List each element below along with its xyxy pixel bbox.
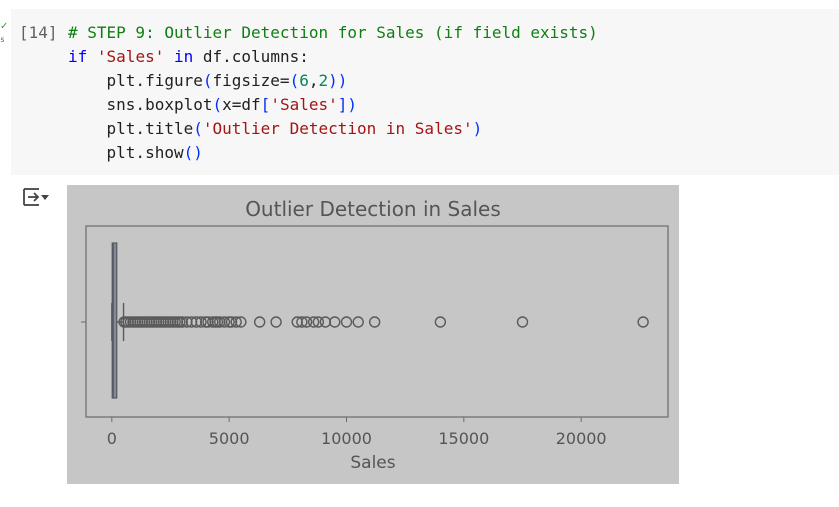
code-token: plt.show	[68, 143, 184, 162]
code-token: (	[289, 71, 300, 90]
code-token: sns.boxplot	[68, 95, 213, 114]
code-token	[164, 47, 174, 66]
outlier-point	[230, 316, 242, 328]
code-token: ))	[328, 71, 348, 90]
outlier-point	[340, 316, 353, 328]
code-token: (	[212, 95, 223, 114]
x-tick-label: 20000	[555, 429, 607, 448]
code-token: (	[193, 119, 203, 138]
code-line: # STEP 9: Outlier Detection for Sales (i…	[68, 21, 598, 45]
code-token: [	[260, 95, 271, 114]
outlier-point	[352, 316, 364, 328]
code-cell[interactable]: [14] # STEP 9: Outlier Detection for Sal…	[11, 9, 839, 175]
code-line: plt.figure(figsize=(6,2))	[68, 69, 598, 93]
code-token: )	[472, 119, 483, 138]
boxplot-chart	[81, 225, 669, 422]
code-token: 6	[299, 71, 309, 90]
code-token: in	[173, 47, 194, 66]
outlier-point	[307, 316, 320, 328]
code-token: ()	[183, 143, 203, 162]
outlier-point	[368, 316, 381, 328]
code-line: if 'Sales' in df.columns:	[68, 45, 598, 69]
code-token: # STEP 9: Outlier Detection for Sales (i…	[68, 23, 598, 42]
code-token: x=df	[222, 95, 261, 114]
code-line: sns.boxplot(x=df['Sales'])	[68, 93, 598, 117]
code-token: (	[202, 71, 213, 90]
outlier-point	[516, 316, 529, 328]
executed-check-icon: ✓	[0, 21, 9, 32]
x-tick-label: 0	[106, 429, 117, 448]
outlier-point	[312, 316, 325, 328]
code-token: 'Sales'	[270, 95, 338, 114]
execution-time-indicator: s	[0, 35, 5, 44]
output-toggle-icon[interactable]	[22, 186, 50, 208]
code-line: plt.title('Outlier Detection in Sales')	[68, 117, 598, 141]
outlier-point	[300, 316, 313, 328]
code-token: figsize=	[212, 71, 290, 90]
outlier-point	[296, 316, 308, 328]
code-token: if	[68, 47, 97, 66]
outlier-point	[253, 316, 266, 328]
outlier-point	[329, 316, 341, 328]
iqr-box	[111, 242, 118, 399]
outlier-point	[218, 316, 231, 328]
code-token: 'Sales'	[96, 47, 165, 66]
x-tick-label: 15000	[438, 429, 490, 448]
code-token: 'Outlier Detection in Sales'	[202, 119, 473, 138]
outlier-point	[235, 316, 247, 328]
code-token: ,	[308, 71, 319, 90]
outlier-point	[434, 316, 447, 328]
outlier-point	[319, 316, 332, 328]
outlier-point	[195, 316, 207, 328]
code-token: 2	[318, 71, 329, 90]
code-editor[interactable]: # STEP 9: Outlier Detection for Sales (i…	[68, 21, 598, 165]
code-token: plt.figure	[68, 71, 203, 90]
output-plot: Outlier Detection in Sales 0 5000 10000 150…	[67, 185, 679, 484]
x-tick-label: 10000	[321, 429, 372, 448]
outlier-point	[637, 316, 649, 328]
code-token: ])	[337, 95, 358, 114]
execution-count: [14]	[19, 23, 58, 42]
x-axis-label: Sales	[350, 453, 396, 473]
code-token: df.columns:	[193, 47, 309, 66]
chart-title: Outlier Detection in Sales	[245, 197, 501, 221]
code-line: plt.show()	[68, 141, 598, 165]
x-tick-label: 5000	[208, 429, 250, 448]
outlier-point	[270, 316, 282, 328]
code-token: plt.title	[68, 119, 194, 138]
